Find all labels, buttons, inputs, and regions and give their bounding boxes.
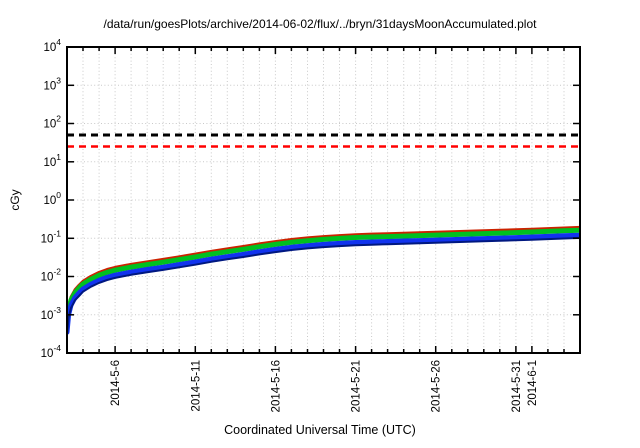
x-tick-label: 2014-6-1: [527, 360, 539, 406]
y-tick-label: 102: [43, 114, 61, 131]
y-axis-title: cGy: [8, 189, 22, 211]
y-tick-label: 103: [43, 75, 61, 92]
x-tick-label: 2014-5-11: [190, 360, 202, 412]
x-tick-label: 2014-5-26: [431, 360, 443, 412]
y-tick-label: 100: [43, 190, 61, 207]
x-tick-label: 2014-5-31: [511, 360, 523, 412]
y-tick-label: 104: [43, 37, 61, 54]
dose-curves: [67, 225, 580, 336]
y-tick-label: 10-1: [41, 228, 62, 245]
curve-dose-navy: [67, 236, 580, 336]
curve-dose-red: [67, 225, 580, 326]
x-tick-label: 2014-5-6: [110, 360, 122, 406]
y-tick-label: 10-4: [41, 343, 62, 360]
gridlines: [67, 47, 580, 353]
curve-dose-blue: [67, 232, 580, 335]
y-tick-label: 101: [43, 152, 61, 169]
tick-marks: [66, 47, 581, 353]
x-tick-label: 2014-5-21: [351, 360, 363, 412]
curve-dose-green: [67, 227, 580, 330]
x-tick-label: 2014-5-16: [270, 360, 282, 412]
x-axis-title: Coordinated Universal Time (UTC): [224, 423, 416, 437]
y-tick-label: 10-2: [41, 267, 62, 284]
y-tick-label: 10-3: [41, 305, 62, 322]
plot-title: /data/run/goesPlots/archive/2014-06-02/f…: [103, 17, 537, 31]
